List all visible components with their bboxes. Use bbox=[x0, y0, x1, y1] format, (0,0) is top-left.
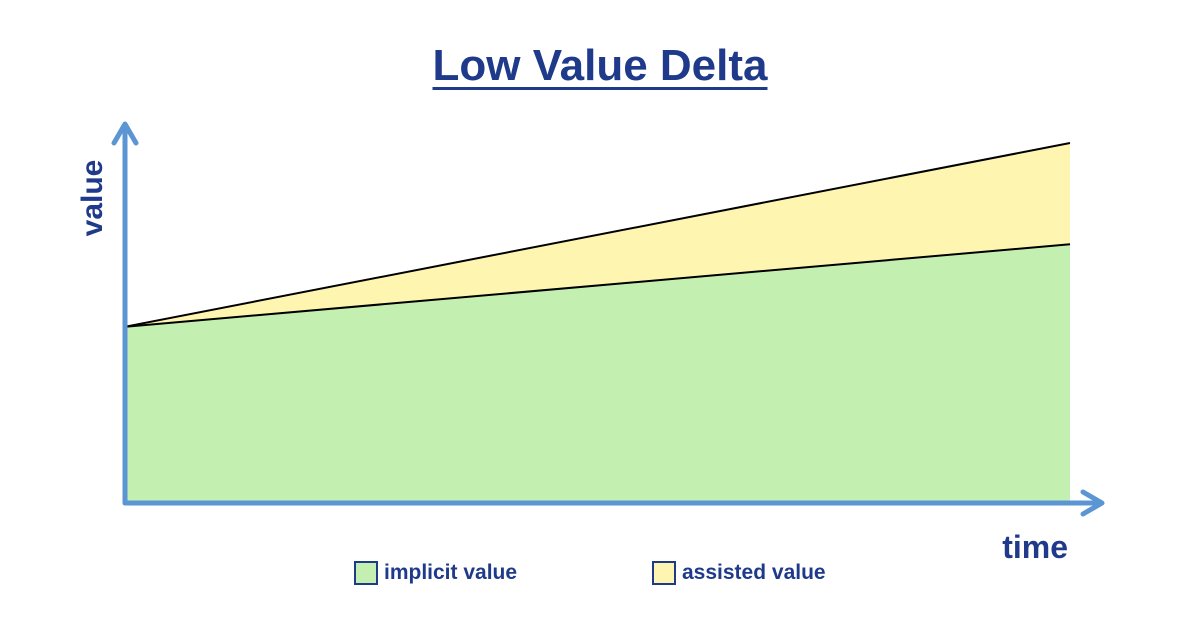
legend-item-implicit-value: implicit value bbox=[354, 558, 517, 588]
area-implicit-value bbox=[125, 244, 1070, 503]
chart-title: Low Value Delta bbox=[432, 41, 768, 90]
axes-group bbox=[111, 121, 1105, 517]
legend-item-assisted-value: assisted value bbox=[652, 558, 826, 588]
y-axis-label: value bbox=[76, 160, 109, 237]
line-group bbox=[124, 142, 1071, 328]
legend-label: implicit value bbox=[384, 561, 518, 584]
x-axis-arrowhead bbox=[1080, 489, 1105, 517]
legend-label: assisted value bbox=[682, 561, 826, 584]
x-axis-label: time bbox=[1002, 529, 1068, 565]
y-axis-arrowhead bbox=[111, 121, 139, 146]
area-group bbox=[125, 143, 1070, 503]
legend-swatch bbox=[354, 561, 378, 585]
line-assisted-value bbox=[124, 142, 1071, 328]
legend-swatch bbox=[652, 561, 676, 585]
line-implicit-value bbox=[124, 243, 1071, 328]
